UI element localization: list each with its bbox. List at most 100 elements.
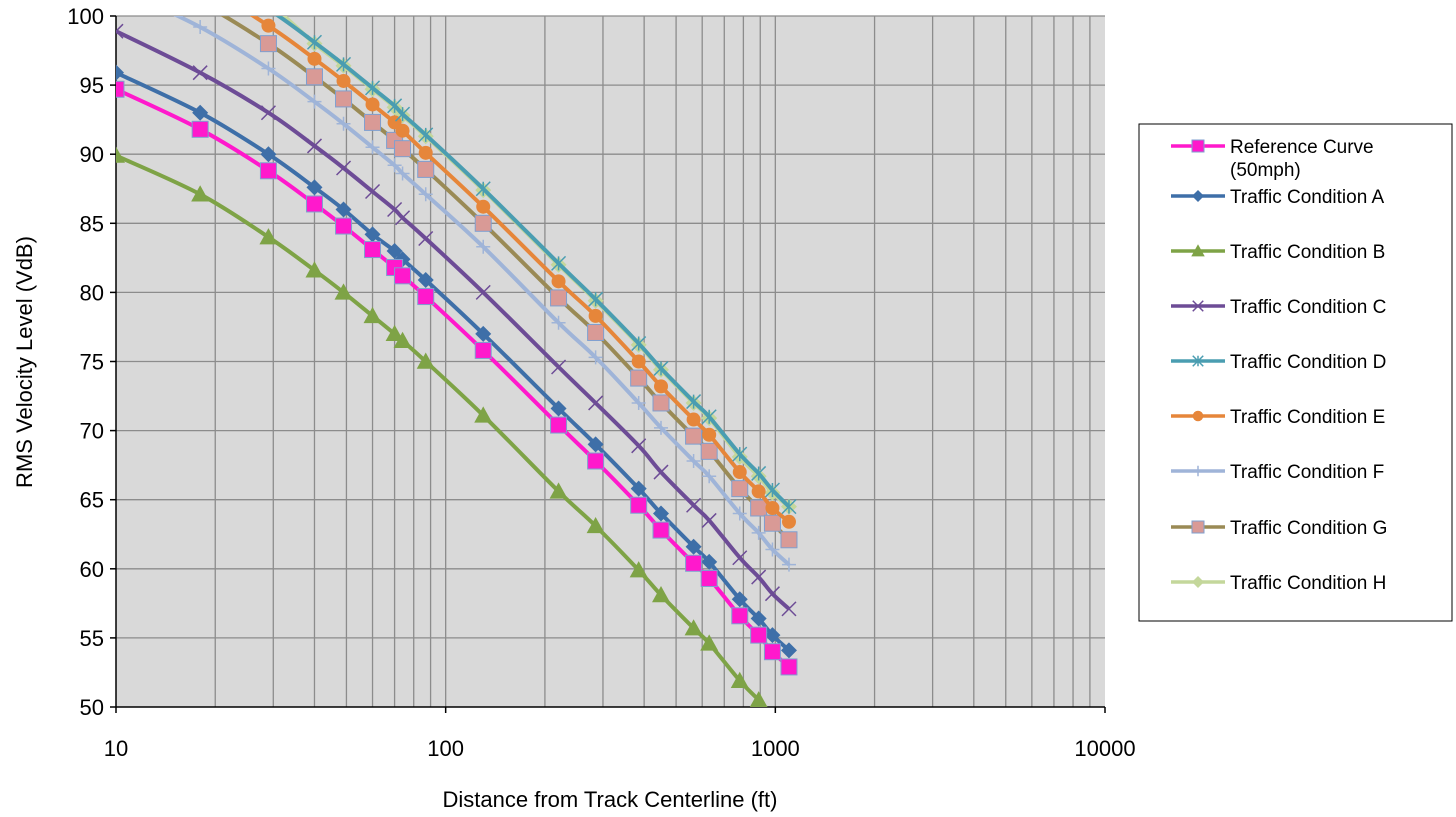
data-point-diamond <box>653 505 670 522</box>
data-point-square <box>417 160 435 178</box>
data-point-square <box>1191 520 1205 534</box>
data-point-circle <box>336 73 351 88</box>
data-point-star <box>261 16 276 17</box>
data-point-star <box>588 291 604 307</box>
data-point-square <box>652 521 670 539</box>
data-point-square <box>259 162 277 180</box>
legend-box <box>1138 123 1453 622</box>
data-point-diamond <box>335 201 352 218</box>
data-point-square <box>364 241 382 259</box>
data-point-diamond <box>1192 576 1204 588</box>
data-point-triangle <box>1191 244 1205 257</box>
data-point-square <box>550 416 568 434</box>
data-point-square <box>394 267 412 285</box>
data-point-x <box>192 65 208 81</box>
data-point-diamond <box>260 0 276 12</box>
data-point-x <box>418 230 434 247</box>
data-point-triangle <box>393 331 412 348</box>
data-point-triangle <box>416 352 435 369</box>
series-traffic-condition-g <box>192 0 798 549</box>
data-point-square <box>731 607 749 625</box>
data-point-square <box>780 658 798 676</box>
data-point-square <box>335 217 353 235</box>
data-point-circle <box>1192 410 1204 422</box>
data-point-star <box>395 106 411 122</box>
data-point-square <box>763 514 781 532</box>
data-point-x <box>764 586 780 602</box>
legend-label: (50mph) <box>1230 160 1301 181</box>
data-point-x <box>781 601 797 617</box>
legend-label: Traffic Condition F <box>1230 462 1384 483</box>
data-point-diamond <box>417 271 434 288</box>
data-point-diamond <box>192 104 209 121</box>
data-point-triangle <box>549 482 568 499</box>
data-point-star <box>365 80 381 96</box>
data-point-diamond <box>731 591 748 608</box>
legend-item: Traffic Condition F <box>1171 462 1384 483</box>
data-point-triangle <box>474 406 493 423</box>
data-point-x <box>631 438 647 454</box>
data-point-circle <box>702 427 717 442</box>
data-point-diamond <box>764 627 781 644</box>
data-point-diamond <box>306 179 323 196</box>
legend-item: Traffic Condition B <box>1171 242 1385 263</box>
y-tick-label: 95 <box>80 73 104 98</box>
data-point-star <box>1192 355 1204 367</box>
data-point-diamond <box>260 146 277 163</box>
series-reference-curve-50mph <box>116 80 798 676</box>
data-point-triangle <box>259 228 278 245</box>
legend-label: Reference Curve <box>1230 137 1374 158</box>
data-point-plus <box>732 506 747 521</box>
data-point-star <box>781 499 797 515</box>
data-point-circle <box>261 18 276 33</box>
data-point-circle <box>654 379 669 394</box>
legend-item: Traffic Condition A <box>1171 187 1385 208</box>
data-point-square <box>191 120 209 138</box>
data-point-circle <box>631 354 646 369</box>
data-point-diamond <box>780 642 797 659</box>
data-point-plus <box>336 116 351 131</box>
x-axis-title: Distance from Track Centerline (ft) <box>443 787 778 812</box>
data-point-square <box>394 140 412 158</box>
data-point-diamond <box>685 538 702 555</box>
series-traffic-condition-a <box>116 64 797 659</box>
y-tick-label: 60 <box>80 557 104 582</box>
series-traffic-condition-e <box>249 16 796 529</box>
series-traffic-condition-f <box>173 16 796 572</box>
legend-item: Traffic Condition H <box>1171 573 1386 594</box>
data-point-plus <box>307 94 322 109</box>
data-point-circle <box>751 484 766 499</box>
legend-item: Traffic Condition C <box>1171 297 1386 318</box>
y-tick-label: 90 <box>80 142 104 167</box>
series-layer <box>116 0 798 707</box>
data-point-square <box>259 35 277 53</box>
y-tick-label: 80 <box>80 280 104 305</box>
data-point-square <box>364 113 382 131</box>
data-point-circle <box>307 51 322 66</box>
data-point-triangle <box>700 634 719 651</box>
data-point-star <box>631 336 647 352</box>
data-point-square <box>587 323 605 341</box>
legend-label: Traffic Condition C <box>1230 297 1386 318</box>
data-point-star <box>551 255 567 271</box>
data-point-plus <box>395 166 410 181</box>
data-point-x <box>260 105 276 121</box>
data-point-star <box>306 34 323 50</box>
data-point-square <box>630 496 648 514</box>
data-point-square <box>652 394 670 412</box>
data-point-diamond <box>701 553 718 570</box>
data-point-triangle <box>334 283 353 300</box>
data-point-x <box>701 512 717 528</box>
gridlines <box>116 15 1105 707</box>
data-point-square <box>750 626 768 644</box>
data-point-star <box>653 360 669 376</box>
data-point-square <box>192 0 208 10</box>
data-point-star <box>732 446 748 462</box>
data-point-square <box>731 480 749 498</box>
data-point-square <box>474 341 492 359</box>
data-point-circle <box>588 308 603 323</box>
y-tick-label: 55 <box>80 626 104 651</box>
legend-item: Traffic Condition G <box>1171 518 1387 539</box>
data-point-x <box>732 550 748 566</box>
data-point-circle <box>781 514 796 529</box>
